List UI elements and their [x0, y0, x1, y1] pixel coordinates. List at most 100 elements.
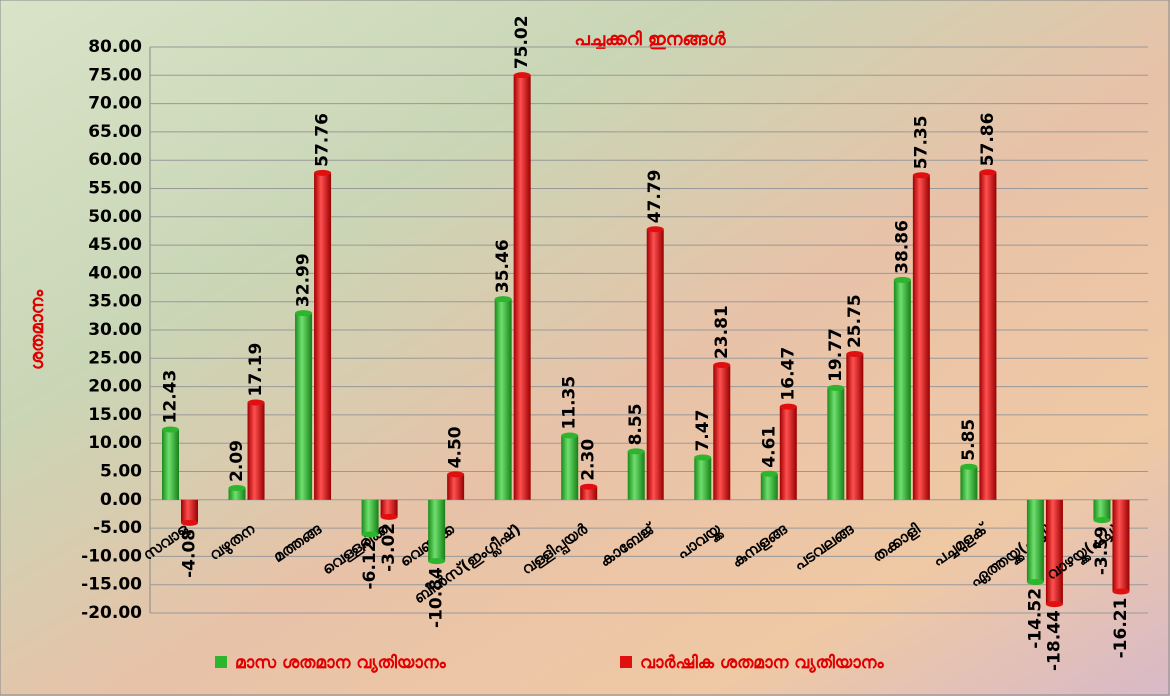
data-label: 19.77: [826, 328, 846, 382]
y-tick-label: 70.00: [88, 94, 142, 114]
bar: [247, 402, 265, 500]
bar: [162, 429, 179, 500]
data-label: 17.19: [246, 343, 266, 397]
y-tick-label: 80.00: [88, 37, 142, 57]
bar-cap: [247, 399, 265, 406]
y-tick-label: 45.00: [88, 235, 142, 255]
bar: [1112, 499, 1130, 592]
bar-cap: [447, 471, 465, 478]
y-tick-label: 75.00: [88, 65, 142, 85]
y-tick-label: 40.00: [88, 263, 142, 283]
legend-swatch: [620, 656, 632, 668]
data-label: 2.09: [227, 440, 247, 482]
y-tick-label: 15.00: [88, 405, 142, 425]
y-axis-label: ശതമാനം: [27, 290, 48, 370]
data-label: 4.50: [446, 426, 466, 468]
bar-cap: [228, 484, 246, 491]
bar: [314, 172, 332, 500]
data-label: -4.08: [180, 529, 200, 578]
bar-cap: [827, 384, 845, 391]
data-label: 16.47: [778, 347, 798, 401]
bar: [361, 499, 379, 535]
bar: [912, 175, 930, 500]
bar: [1045, 499, 1063, 605]
bar: [893, 279, 911, 500]
bar: [646, 229, 664, 500]
bar-cap: [713, 362, 731, 369]
data-label: -3.59: [1092, 526, 1112, 575]
bar: [380, 499, 398, 517]
bar-cap: [960, 463, 978, 470]
data-label: 47.79: [645, 170, 665, 224]
bar: [713, 365, 731, 500]
y-tick-label: 5.00: [100, 462, 142, 482]
y-tick-label: 55.00: [88, 179, 142, 199]
data-label: 7.47: [693, 410, 713, 452]
bar-cap: [428, 558, 446, 565]
y-tick-label: 60.00: [88, 150, 142, 170]
data-label: 8.55: [626, 403, 646, 445]
data-label: 25.75: [845, 294, 865, 348]
bar-cap: [846, 351, 864, 358]
data-label: 23.81: [712, 305, 732, 359]
bar-cap: [1093, 517, 1111, 524]
data-label: -16.21: [1111, 598, 1131, 659]
bar-cap: [162, 426, 179, 433]
bar-cap: [1026, 578, 1044, 585]
legend-label: വാർഷിക ശതമാന വ്യതിയാനം: [640, 653, 885, 673]
data-label: 2.30: [579, 439, 599, 481]
data-label: 11.35: [560, 376, 580, 430]
bar-cap: [181, 519, 198, 526]
bar-cap: [760, 470, 778, 477]
y-tick-label: -10.00: [81, 546, 142, 566]
data-label: -14.52: [1025, 588, 1045, 649]
bar-cap: [979, 169, 997, 176]
data-label: -3.02: [379, 523, 399, 572]
bar: [580, 486, 598, 500]
y-tick-label: 10.00: [88, 433, 142, 453]
bar: [694, 457, 712, 500]
bar-cap: [314, 169, 332, 176]
bar-cap: [627, 448, 645, 455]
data-label: -6.12: [360, 540, 380, 589]
y-tick-label: 0.00: [100, 490, 142, 510]
bar: [447, 474, 465, 500]
chart-title: പച്ചക്കറി ഇനങ്ങൾ: [574, 29, 726, 50]
bar: [779, 406, 797, 500]
bar-cap: [893, 276, 911, 283]
bar: [494, 299, 512, 500]
data-label: 57.35: [911, 115, 931, 169]
legend-label: മാസ ശതമാന വ്യതിയാനം: [235, 653, 447, 673]
bar: [760, 473, 778, 500]
y-tick-label: 50.00: [88, 207, 142, 227]
bar-cap: [380, 513, 398, 520]
bar-cap: [1045, 601, 1063, 608]
y-tick-label: -5.00: [93, 518, 142, 538]
bar: [428, 499, 446, 562]
bar-cap: [646, 226, 664, 233]
data-label: 38.86: [892, 220, 912, 274]
bar-cap: [912, 172, 930, 179]
y-tick-label: -15.00: [81, 575, 142, 595]
bar-cap: [1112, 588, 1130, 595]
data-label: 57.76: [313, 113, 333, 167]
y-tick-label: -20.00: [81, 603, 142, 623]
bar: [561, 435, 579, 500]
bar-cap: [494, 296, 512, 303]
data-label: 12.43: [161, 370, 181, 424]
bar: [181, 499, 198, 523]
bar: [1093, 499, 1111, 521]
y-tick-label: 30.00: [88, 320, 142, 340]
bar: [960, 466, 978, 500]
data-label: 57.86: [978, 113, 998, 167]
bar: [979, 172, 997, 500]
bar: [1026, 499, 1044, 582]
bar: [846, 354, 864, 500]
bar-cap: [580, 483, 598, 490]
bar-cap: [513, 72, 531, 79]
data-label: 35.46: [493, 239, 513, 293]
bar-cap: [295, 310, 313, 317]
